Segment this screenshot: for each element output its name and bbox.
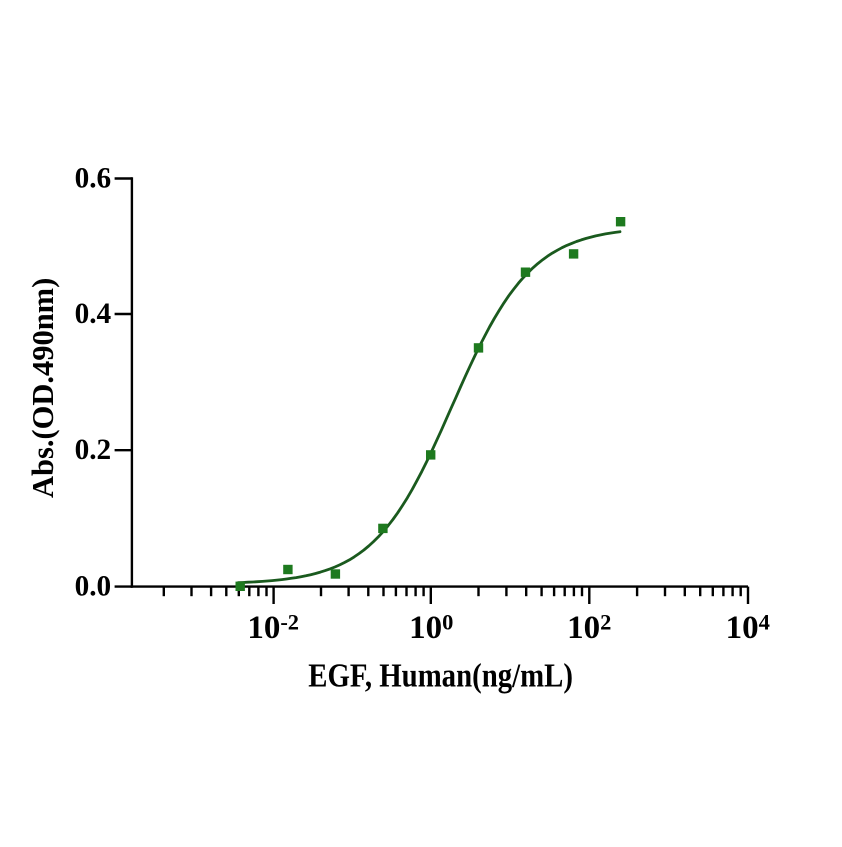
svg-text:0.2: 0.2 — [75, 434, 112, 466]
svg-text:EGF, Human(ng/mL): EGF, Human(ng/mL) — [308, 656, 573, 694]
svg-text:0.0: 0.0 — [75, 571, 112, 603]
svg-text:0.6: 0.6 — [75, 163, 112, 195]
svg-text:Abs.(OD.490nm): Abs.(OD.490nm) — [26, 278, 60, 498]
svg-text:0.4: 0.4 — [75, 298, 112, 330]
